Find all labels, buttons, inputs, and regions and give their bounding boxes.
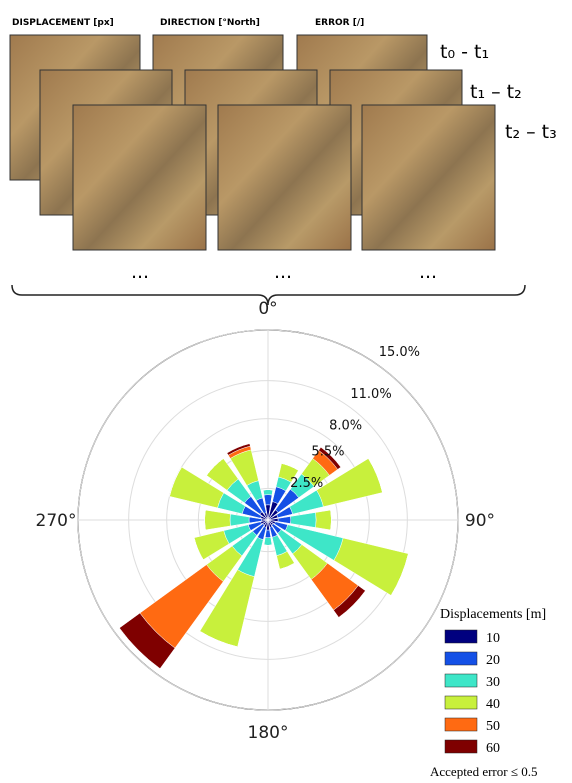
wedge — [262, 489, 274, 496]
time-step: t₁ – t₂ — [470, 81, 522, 103]
legend-swatch — [444, 717, 478, 732]
wedge — [315, 509, 332, 531]
wedge — [206, 458, 224, 476]
image — [217, 104, 352, 251]
wind-rose — [77, 329, 459, 711]
radial-tick-label: 11.0% — [350, 387, 391, 402]
footnote: Accepted error ≤ 0.5 — [430, 764, 537, 779]
image — [72, 104, 207, 251]
wedge — [279, 562, 295, 570]
image — [361, 104, 496, 251]
angle-label: 90° — [465, 511, 495, 531]
legend-swatch — [444, 695, 478, 710]
wedge — [193, 537, 204, 560]
column-label: DISPLACEMENT [px] — [12, 18, 114, 28]
radial-tick-label: 5.5% — [311, 445, 344, 460]
wedge — [333, 585, 366, 618]
legend-label: 10 — [486, 631, 500, 646]
column-label: ERROR [/] — [315, 18, 364, 28]
legend-label: 40 — [486, 697, 500, 712]
wedge — [281, 463, 299, 471]
wedge — [119, 612, 176, 669]
ellipsis: ... — [419, 261, 437, 283]
time-step: t₂ – t₃ — [505, 121, 557, 143]
angle-label: 270° — [36, 511, 77, 531]
column-label: DIRECTION [°North] — [160, 18, 260, 28]
radial-tick-label: 8.0% — [329, 418, 362, 433]
angle-label: 180° — [248, 723, 289, 743]
brace — [11, 284, 526, 306]
angle-label: 0° — [258, 299, 277, 319]
wedge — [318, 446, 342, 470]
ellipsis: ... — [131, 261, 149, 283]
wedge — [263, 537, 273, 546]
image-stack — [9, 34, 496, 251]
legend-label: 60 — [486, 741, 500, 756]
time-step: t₀ - t₁ — [440, 41, 489, 63]
legend-label: 20 — [486, 653, 500, 668]
radial-tick-label: 2.5% — [290, 476, 323, 491]
legend-swatch — [444, 739, 478, 754]
legend-swatch — [444, 673, 478, 688]
wedge — [226, 443, 251, 456]
legend-label: 30 — [486, 675, 500, 690]
legend-swatch — [444, 651, 478, 666]
legend-title: Displacements [m] — [440, 607, 546, 622]
legend-swatch — [444, 629, 478, 644]
wedge — [368, 458, 383, 493]
wedge — [263, 494, 273, 506]
legend-label: 50 — [486, 719, 500, 734]
wedge — [264, 529, 272, 538]
ellipsis: ... — [274, 261, 292, 283]
radial-tick-label: 15.0% — [379, 345, 420, 360]
